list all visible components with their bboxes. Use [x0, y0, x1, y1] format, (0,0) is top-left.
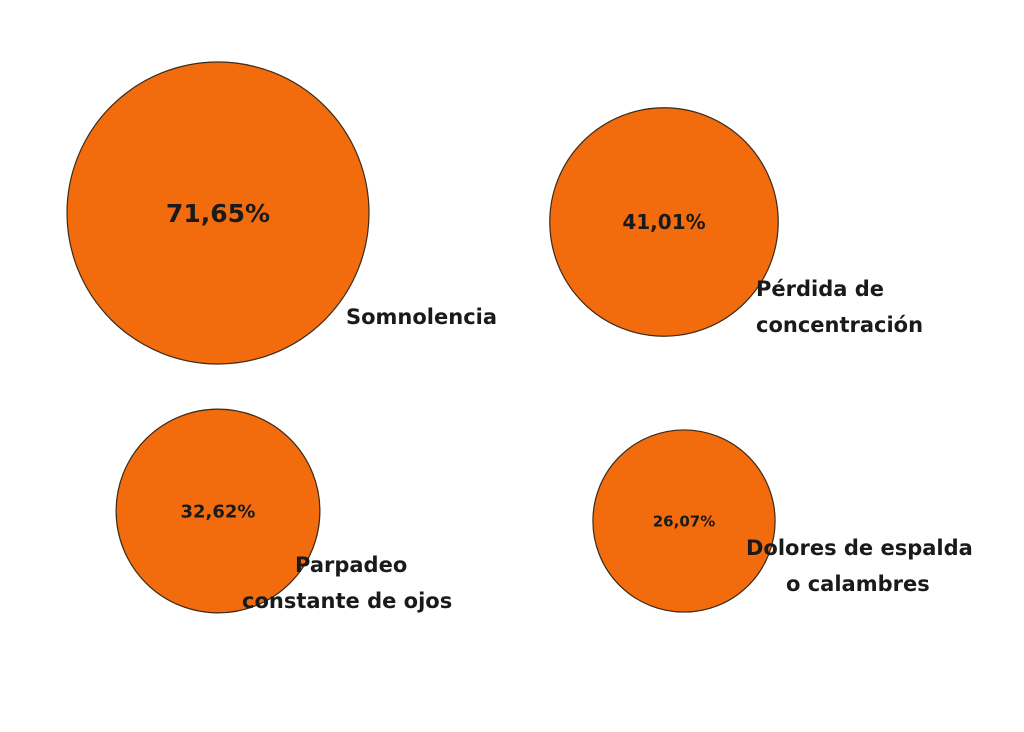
bubble-category-label: Dolores de espalda — [746, 536, 973, 560]
bubble — [66, 61, 370, 365]
bubble-category-label: Pérdida de — [756, 277, 884, 301]
bubble-value-label: 26,07% — [653, 512, 715, 530]
bubble — [549, 107, 779, 337]
bubble-group: 26,07% Dolores de espalda o calambres — [592, 429, 973, 613]
bubble-category-label: constante de ojos — [242, 589, 452, 613]
bubble-group: 41,01% Pérdida de concentración — [549, 107, 923, 337]
bubble-group: 71,65% Somnolencia — [66, 61, 497, 365]
bubble — [592, 429, 776, 613]
bubble — [115, 408, 321, 614]
bubble-category-label: o calambres — [786, 572, 930, 596]
bubble-value-label: 71,65% — [166, 199, 270, 228]
bubble-group: 32,62% Parpadeo constante de ojos — [115, 408, 452, 614]
bubble-value-label: 32,62% — [181, 501, 256, 522]
bubble-value-label: 41,01% — [622, 210, 705, 234]
bubble-category-label: concentración — [756, 313, 923, 337]
bubble-category-label: Parpadeo — [295, 553, 407, 577]
bubble-category-label: Somnolencia — [346, 305, 497, 329]
